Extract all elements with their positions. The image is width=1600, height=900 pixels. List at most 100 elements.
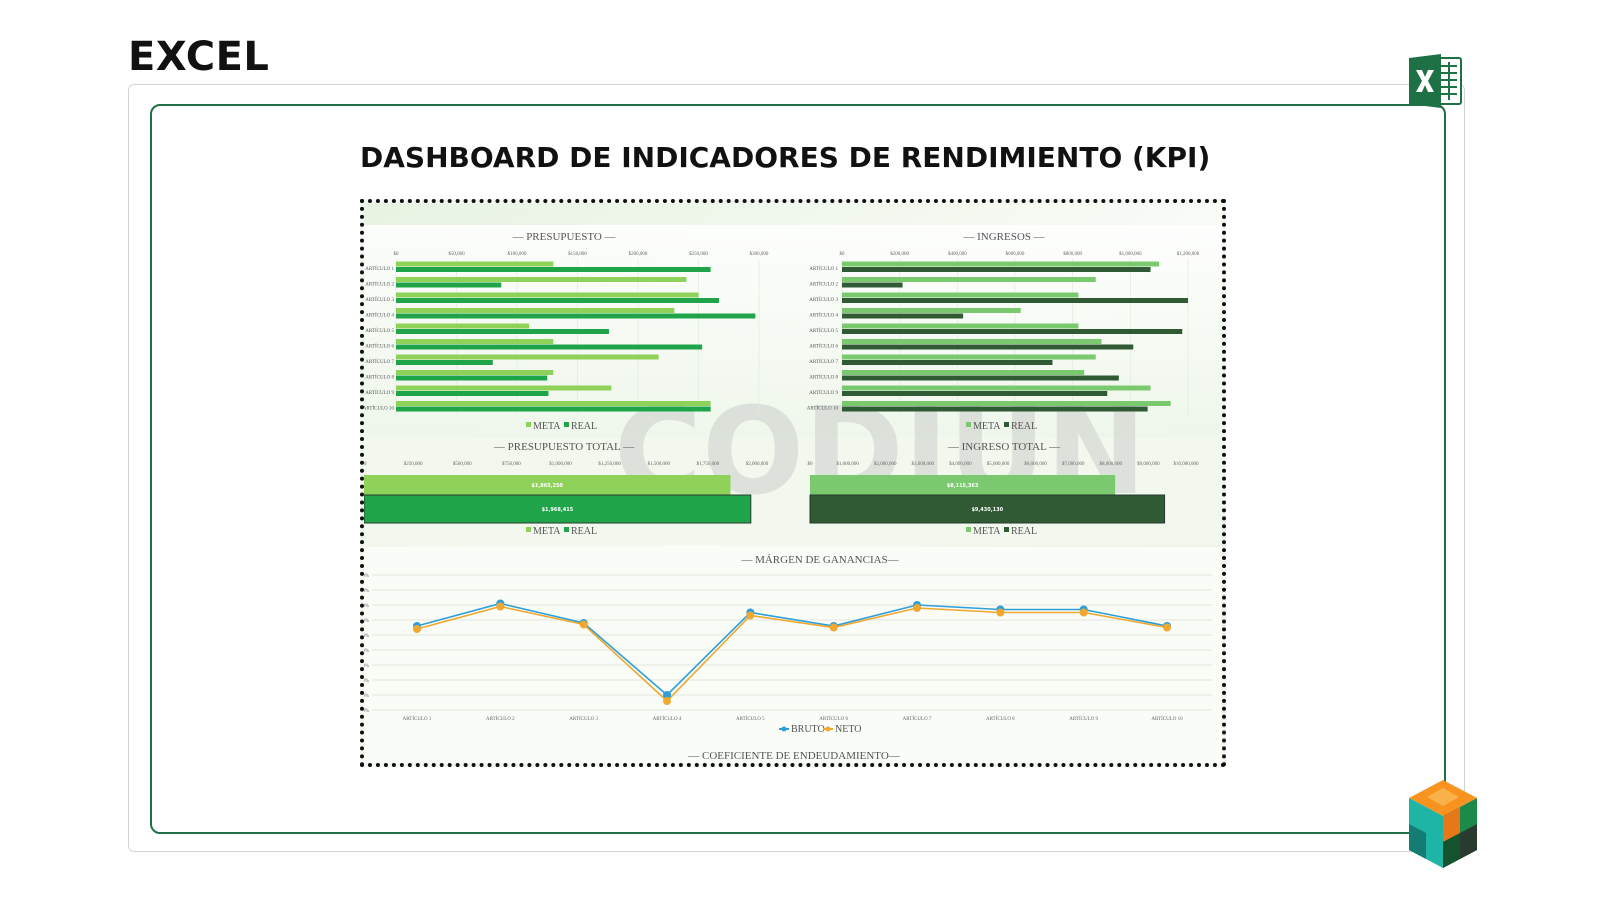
y-tick-label-4-1: 80% [364, 589, 369, 594]
point-4-1-0 [413, 625, 421, 633]
y-tick-label-4-2: 70% [364, 604, 369, 609]
legend-label-3-0: META [973, 526, 1001, 537]
tick-label-0-4: $200,000 [629, 252, 648, 257]
y-tick-label-4-4: 50% [364, 634, 369, 639]
bar-0-1-6 [396, 360, 493, 365]
bar-0-0-9 [396, 401, 711, 406]
legend-swatch-3-1 [1004, 527, 1009, 532]
category-label-1-8: ARTÍCULO 9 [809, 390, 838, 396]
tick-label-3-3: $3,000,000 [912, 462, 935, 467]
bar-0-0-2 [396, 292, 699, 298]
tick-label-1-2: $400,000 [948, 252, 967, 257]
x-tick-label-4-0: ARTÍCULO 1 [403, 716, 432, 722]
chart-title-4: — MÁRGEN DE GANANCIAS— [740, 554, 899, 566]
legend-label-2-0: META [533, 526, 561, 537]
x-tick-label-4-3: ARTÍCULO 4 [653, 716, 682, 722]
chart-title-3: — INGRESO TOTAL — [947, 441, 1061, 453]
x-tick-label-4-1: ARTÍCULO 2 [486, 716, 515, 722]
x-tick-label-4-9: ARTÍCULO 10 [1151, 716, 1183, 722]
y-tick-label-4-7: 20% [364, 679, 369, 684]
tick-label-2-8: $2,000,000 [746, 462, 769, 467]
point-4-1-8 [1079, 608, 1088, 617]
bar-1-0-6 [842, 354, 1096, 360]
bar-0-0-1 [396, 277, 687, 282]
category-label-1-6: ARTÍCULO 7 [809, 359, 838, 365]
bar-0-1-5 [396, 344, 703, 350]
tick-label-0-6: $300,000 [750, 252, 769, 257]
bar-0-1-4 [396, 329, 609, 334]
legend-swatch-2-1 [564, 527, 569, 532]
x-tick-label-4-8: ARTÍCULO 9 [1069, 716, 1098, 722]
bar-1-1-4 [842, 329, 1183, 334]
tick-label-0-1: $50,000 [448, 252, 465, 257]
bar-0-1-3 [396, 313, 756, 319]
bar-0-0-6 [396, 354, 659, 360]
y-tick-label-4-0: 90% [364, 574, 369, 579]
tick-label-0-3: $150,000 [568, 252, 587, 257]
total-bar-label-3-1: $9,430,130 [971, 507, 1003, 513]
total-bar-3-1 [809, 494, 1166, 524]
point-4-1-3 [663, 697, 671, 705]
tick-label-2-2: $500,000 [453, 462, 472, 467]
total-bar-label-3-0: $8,115,363 [947, 483, 979, 489]
bar-0-0-0 [396, 261, 554, 267]
legend-label-0-0: META [533, 421, 561, 432]
y-tick-label-4-9: 0% [364, 709, 369, 714]
slide-title: EXCEL [128, 34, 270, 80]
x-tick-label-4-6: ARTÍCULO 7 [903, 716, 932, 722]
bar-1-1-3 [842, 313, 964, 319]
bar-1-1-9 [842, 406, 1148, 412]
bar-1-0-1 [842, 277, 1096, 282]
category-label-0-0: ARTÍCULO 1 [365, 266, 394, 272]
excel-icon [1409, 54, 1462, 108]
legend-swatch-1-0 [966, 422, 971, 427]
bar-0-1-9 [396, 406, 711, 412]
x-tick-label-4-5: ARTÍCULO 6 [819, 716, 848, 722]
tick-label-2-7: $1,750,000 [697, 462, 720, 467]
category-label-1-3: ARTÍCULO 4 [809, 312, 838, 318]
total-bar-label-2-0: $1,865,250 [531, 483, 563, 489]
legend-label-3-1: REAL [1011, 526, 1037, 537]
tick-label-3-8: $8,000,000 [1100, 462, 1123, 467]
legend-swatch-1-1 [1004, 422, 1009, 427]
bar-1-1-5 [842, 344, 1134, 350]
category-label-0-4: ARTÍCULO 5 [365, 328, 394, 334]
legend-label-2-1: REAL [571, 526, 597, 537]
tick-label-2-5: $1,250,000 [598, 462, 621, 467]
bar-0-1-2 [396, 298, 720, 303]
dashboard-screenshot: CODIUN — PRESUPUESTO — $0 $50,000 $100,000 $… [360, 199, 1226, 767]
tick-label-0-5: $250,000 [689, 252, 708, 257]
tick-label-0-2: $100,000 [508, 252, 527, 257]
x-tick-label-4-7: ARTÍCULO 8 [986, 716, 1015, 722]
bar-1-1-2 [842, 298, 1188, 303]
total-bar-2-0 [364, 475, 731, 495]
chart-title-2: — PRESUPUESTO TOTAL — [493, 441, 635, 453]
tick-label-0-0: $0 [394, 252, 400, 257]
legend-swatch-0-0 [526, 422, 531, 427]
point-4-1-4 [746, 611, 755, 620]
tick-label-3-6: $6,000,000 [1024, 462, 1047, 467]
bar-1-1-8 [842, 391, 1108, 396]
legend-marker-4-0 [781, 726, 787, 732]
tick-label-3-7: $7,000,000 [1062, 462, 1085, 467]
tick-label-3-10: $10,000,000 [1174, 462, 1200, 467]
tick-label-1-6: $1,200,000 [1177, 252, 1200, 257]
bar-1-0-4 [842, 323, 1079, 329]
category-label-1-2: ARTÍCULO 3 [809, 297, 838, 303]
chart-title-0: — PRESUPUESTO — [511, 231, 616, 243]
legend-marker-4-1 [825, 726, 831, 732]
point-4-1-9 [1163, 623, 1171, 632]
category-label-0-6: ARTÍCULO 7 [365, 359, 394, 365]
point-4-1-7 [996, 608, 1005, 617]
bar-0-0-5 [396, 339, 554, 344]
bar-1-0-8 [842, 385, 1151, 391]
category-label-0-9: ARTÍCULO 10 [364, 405, 394, 411]
category-label-0-5: ARTÍCULO 6 [365, 343, 394, 349]
point-4-1-5 [829, 623, 838, 632]
point-4-1-2 [579, 620, 588, 629]
tick-label-2-0: $0 [364, 462, 367, 467]
tick-label-1-5: $1,000,000 [1119, 252, 1142, 257]
total-bar-3-0 [810, 475, 1116, 495]
bar-1-1-1 [842, 282, 903, 288]
bar-1-0-5 [842, 339, 1102, 344]
